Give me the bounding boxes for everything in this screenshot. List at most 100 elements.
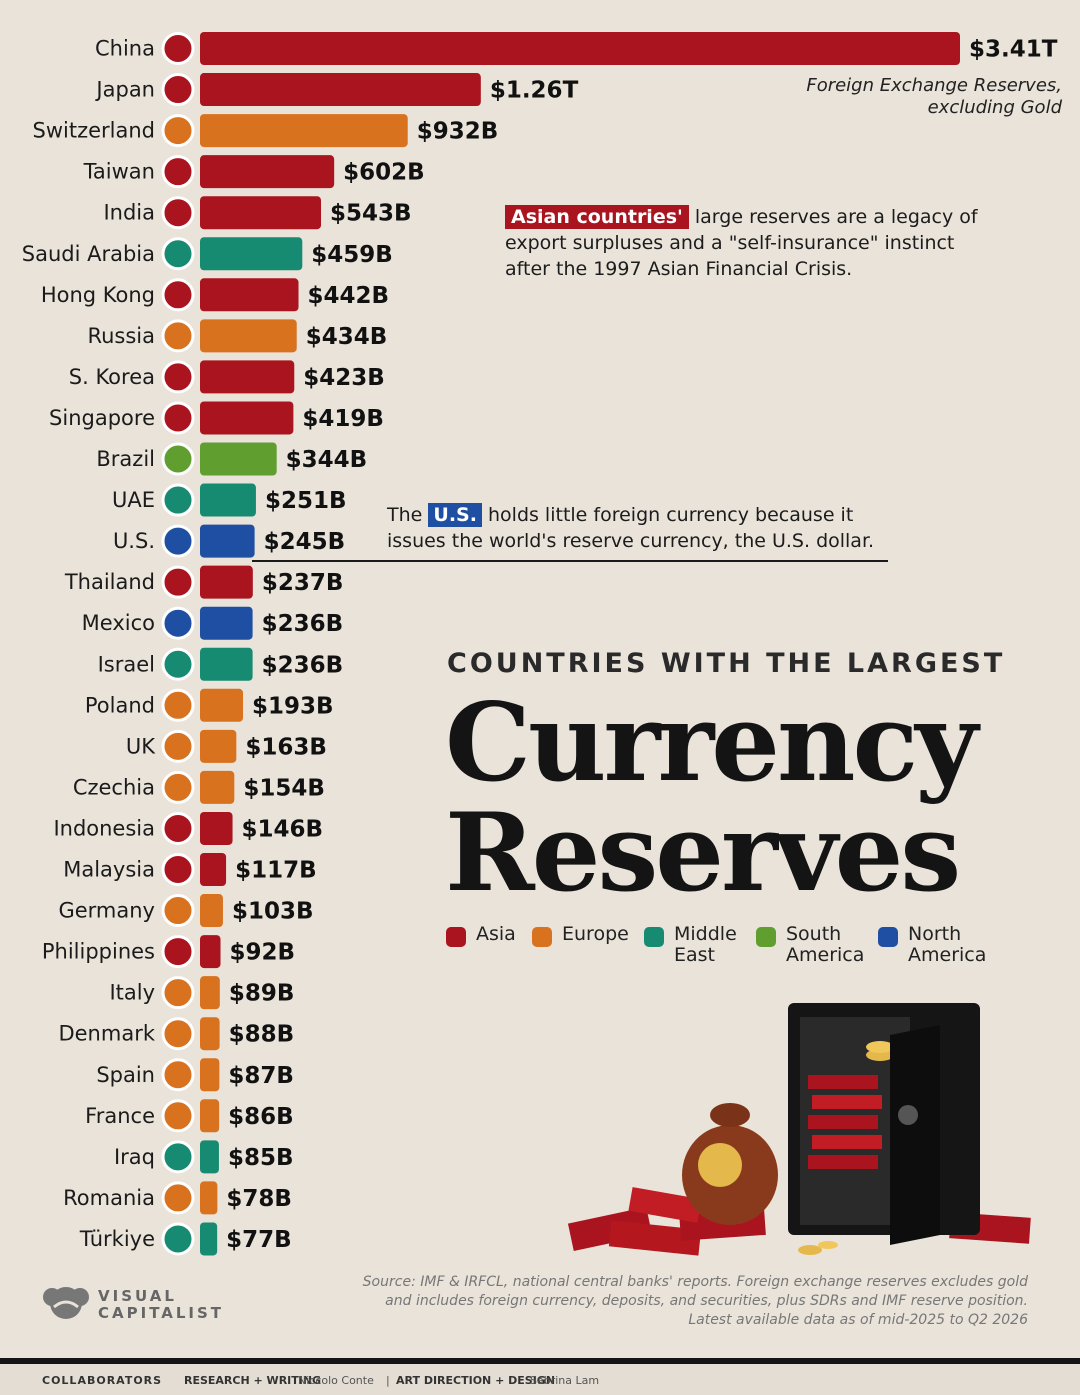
value-label-italy: $89B: [229, 981, 295, 1007]
value-label-brazil: $344B: [286, 447, 368, 473]
flag-russia-icon: [161, 319, 195, 353]
bar-brazil: [200, 442, 277, 476]
bar-uk: [200, 729, 237, 763]
subtitle-line-1: Foreign Exchange Reserves,: [806, 75, 1062, 96]
country-label-saudi-arabia: Saudi Arabia: [22, 242, 155, 266]
bar-china: [200, 32, 960, 65]
footer-collaborators: COLLABORATORS: [42, 1374, 163, 1387]
bar-israel: [200, 647, 253, 681]
country-label-israel: Israel: [98, 652, 155, 676]
flag-indonesia-icon: [161, 811, 195, 845]
country-label-russia: Russia: [87, 324, 155, 348]
value-label-indonesia: $146B: [242, 816, 324, 842]
flag-thailand-icon: [161, 565, 195, 599]
flag-italy-icon: [161, 976, 195, 1010]
value-label-uae: $251B: [265, 488, 347, 514]
legend: Asia Europe Middle East South America Nort…: [446, 924, 1046, 974]
value-label-turkiye: $77B: [226, 1227, 292, 1253]
country-label-indonesia: Indonesia: [53, 816, 155, 840]
coins-icon: [798, 1241, 838, 1255]
money-bag-icon: [682, 1103, 778, 1225]
legend-label-middle-east-1: Middle: [674, 923, 737, 945]
us-annotation-rule: [252, 560, 888, 562]
country-label-u-s: U.S.: [113, 529, 155, 553]
value-label-u-s: $245B: [264, 529, 346, 555]
country-label-philippines: Philippines: [42, 940, 155, 964]
footer-art-label: ART DIRECTION + DESIGN: [396, 1374, 556, 1387]
bar-uae: [200, 483, 256, 517]
bar-romania: [200, 1181, 218, 1215]
us-text-pre: The: [387, 504, 429, 526]
legend-label-south-america-1: South: [786, 923, 842, 945]
asia-annotation: Asian countries' large reserves are a le…: [505, 204, 1045, 282]
bar-poland: [200, 688, 244, 722]
bar-hong-kong: [200, 278, 299, 312]
source-line-3: Latest available data as of mid-2025 to …: [688, 1312, 1028, 1328]
footer-separator: |: [386, 1374, 390, 1387]
flag-brazil-icon: [161, 442, 195, 476]
value-label-taiwan: $602B: [343, 160, 425, 186]
value-label-s-korea: $423B: [303, 365, 385, 391]
legend-swatch-asia: [446, 927, 466, 947]
bar-s-korea: [200, 360, 295, 394]
bar-mexico: [200, 606, 253, 640]
country-label-s-korea: S. Korea: [69, 365, 155, 389]
bar-japan: [200, 73, 481, 107]
flag-india-icon: [161, 196, 195, 230]
bar-switzerland: [200, 114, 408, 148]
country-label-china: China: [95, 37, 155, 61]
bar-denmark: [200, 1017, 220, 1051]
footer-credits: COLLABORATORS RESEARCH + WRITING Niccolo…: [0, 1364, 1080, 1395]
flag-taiwan-icon: [161, 155, 195, 189]
flag-mexico-icon: [161, 606, 195, 640]
bar-czechia: [200, 770, 235, 804]
country-label-france: France: [85, 1104, 155, 1128]
title-line-1: Currency: [445, 680, 978, 806]
bar-taiwan: [200, 155, 335, 189]
safe-icon: [788, 1003, 980, 1245]
value-label-denmark: $88B: [229, 1022, 295, 1048]
country-label-taiwan: Taiwan: [83, 160, 155, 184]
flag-u-s-icon: [161, 524, 195, 558]
bar-iraq: [200, 1140, 219, 1174]
bar-turkiye: [200, 1222, 218, 1256]
country-label-iraq: Iraq: [114, 1145, 155, 1169]
country-label-denmark: Denmark: [58, 1022, 155, 1046]
country-label-turkiye: Türkiye: [79, 1227, 155, 1251]
brand-line-1: VISUAL: [98, 1287, 177, 1305]
value-label-mexico: $236B: [262, 611, 344, 637]
bar-india: [200, 196, 322, 230]
flag-germany-icon: [161, 894, 195, 928]
flag-czechia-icon: [161, 770, 195, 804]
footer-divider: [0, 1358, 1080, 1364]
flag-singapore-icon: [161, 401, 195, 435]
source-line-1: Source: IMF & IRFCL, national central ba…: [362, 1274, 1028, 1290]
value-label-spain: $87B: [228, 1063, 294, 1089]
country-label-brazil: Brazil: [96, 447, 155, 471]
legend-label-europe: Europe: [562, 923, 629, 945]
bar-chart: China $3.41T Japan $1.26T Switzerland $932B Ta…: [22, 32, 1058, 1256]
footer-research-name: Niccolo Conte: [298, 1374, 374, 1387]
country-label-spain: Spain: [96, 1063, 155, 1087]
value-label-romania: $78B: [226, 1186, 292, 1212]
visual-capitalist-logo-icon: [43, 1287, 89, 1319]
value-label-poland: $193B: [252, 693, 334, 719]
us-annotation: The U.S. holds little foreign currency b…: [387, 502, 927, 554]
value-label-thailand: $237B: [262, 570, 344, 596]
bar-indonesia: [200, 811, 233, 845]
flag-iraq-icon: [161, 1140, 195, 1174]
source-note: Source: IMF & IRFCL, national central ba…: [348, 1273, 1028, 1330]
flag-turkiye-icon: [161, 1222, 195, 1256]
bar-germany: [200, 894, 223, 928]
flag-uae-icon: [161, 483, 195, 517]
country-label-mexico: Mexico: [82, 611, 155, 635]
flag-poland-icon: [161, 688, 195, 722]
country-label-poland: Poland: [85, 693, 155, 717]
us-tag: U.S.: [428, 503, 482, 527]
country-label-uae: UAE: [112, 488, 155, 512]
country-label-hong-kong: Hong Kong: [41, 283, 155, 307]
legend-label-asia: Asia: [476, 923, 516, 945]
flag-israel-icon: [161, 647, 195, 681]
brand-wordmark: VISUAL CAPITALIST: [98, 1288, 224, 1322]
flag-s-korea-icon: [161, 360, 195, 394]
